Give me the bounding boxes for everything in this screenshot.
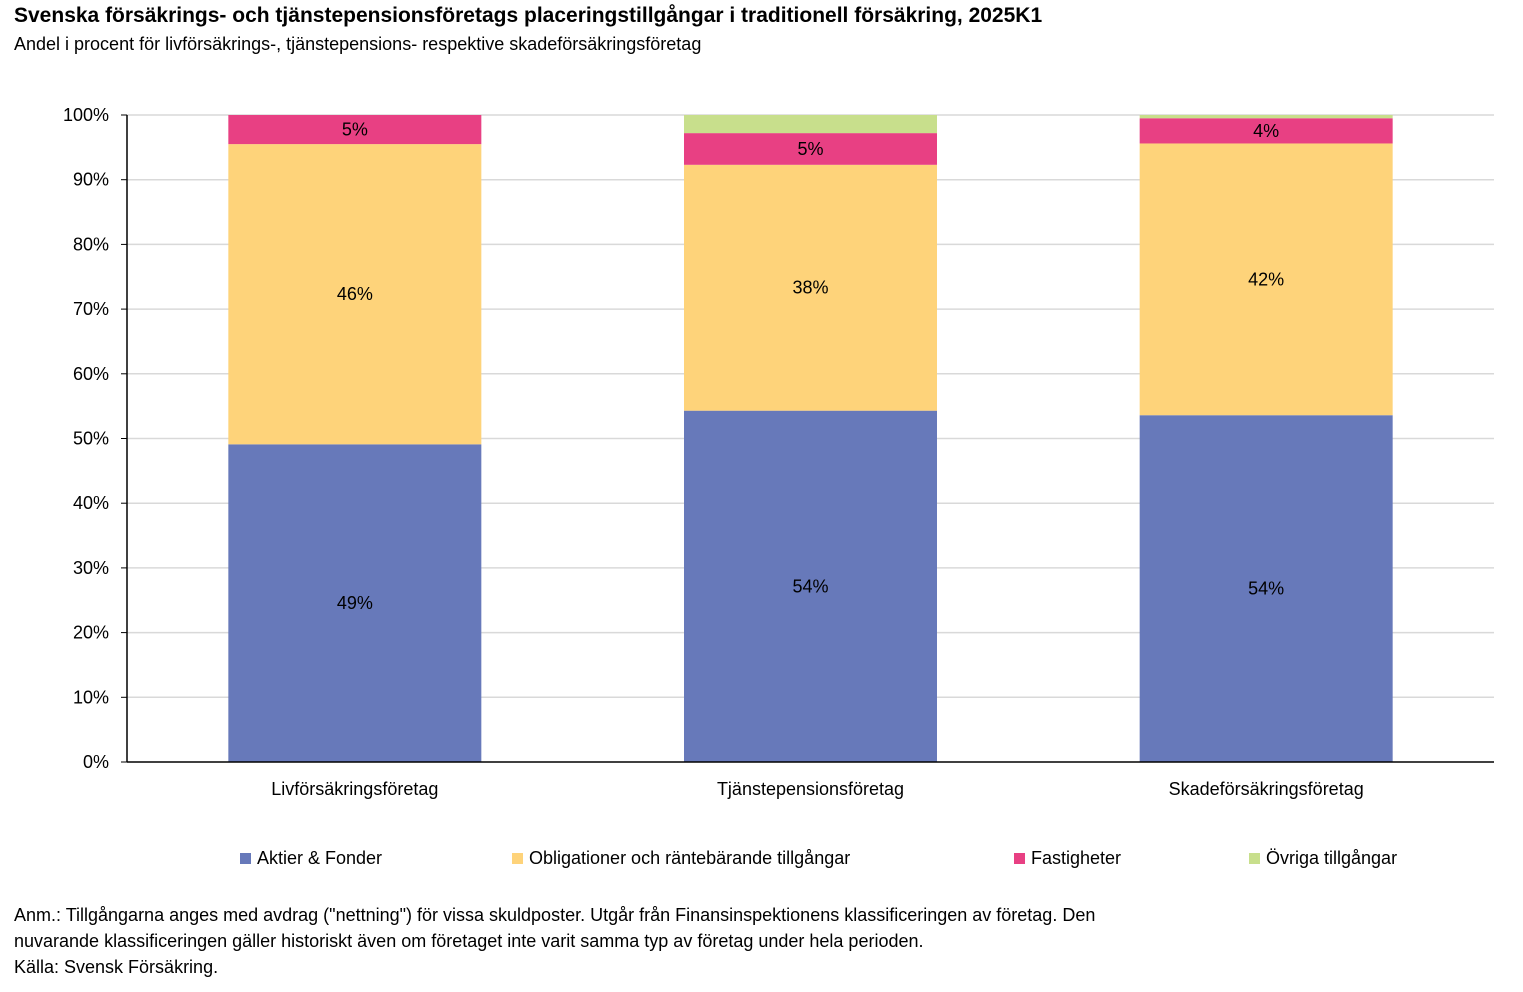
legend-item-aktier: Aktier & Fonder <box>240 848 382 869</box>
bar-segment <box>684 115 937 134</box>
legend-label: Fastigheter <box>1031 848 1122 868</box>
bar-segment <box>1139 415 1393 762</box>
x-tick-label: Skadeförsäkringsföretag <box>1169 779 1364 799</box>
legend-item-ovriga: Övriga tillgångar <box>1249 848 1397 869</box>
y-tick-label: 40% <box>73 493 109 513</box>
bar-segment <box>228 144 482 445</box>
data-label: 38% <box>792 278 828 298</box>
y-tick-label: 50% <box>73 429 109 449</box>
y-tick-label: 90% <box>73 170 109 190</box>
y-tick-label: 70% <box>73 299 109 319</box>
legend-swatch <box>1014 853 1025 864</box>
footnote-line-2: nuvarande klassificeringen gäller histor… <box>14 931 924 951</box>
chart-subtitle: Andel i procent för livförsäkrings-, tjä… <box>14 34 702 54</box>
x-tick-label: Livförsäkringsföretag <box>271 779 438 799</box>
legend-label: Aktier & Fonder <box>257 848 383 868</box>
y-tick-label: 0% <box>83 752 109 772</box>
y-tick-label: 20% <box>73 623 109 643</box>
y-tick-label: 100% <box>63 105 109 125</box>
chart-title: Svenska försäkrings- och tjänstepensions… <box>14 4 1043 27</box>
data-label: 4% <box>1253 121 1279 141</box>
data-label: 5% <box>342 120 368 140</box>
bar-segment <box>684 164 937 411</box>
source-note: Källa: Svensk Försäkring. <box>14 957 219 977</box>
bar-segment <box>1139 118 1393 144</box>
legend-label: Övriga tillgångar <box>1266 848 1398 868</box>
bar-segment <box>228 444 482 762</box>
legend-item-fastigheter: Fastigheter <box>1014 848 1121 869</box>
y-tick-label: 60% <box>73 364 109 384</box>
legend: Aktier & Fonder Obligationer och räntebä… <box>0 848 1523 878</box>
y-tick-label: 10% <box>73 687 109 707</box>
y-tick-label: 80% <box>73 234 109 254</box>
data-label: 5% <box>797 139 823 159</box>
y-tick-label: 30% <box>73 558 109 578</box>
bar-segment <box>1139 143 1393 416</box>
x-tick-label: Tjänstepensionsföretag <box>717 779 904 799</box>
bar-segment <box>1139 115 1393 119</box>
bar-segment <box>684 410 937 762</box>
legend-swatch <box>240 853 251 864</box>
footnote-line-1: Anm.: Tillgångarna anges med avdrag ("ne… <box>14 905 1096 925</box>
legend-swatch <box>1249 853 1260 864</box>
data-label: 42% <box>1248 269 1284 289</box>
data-label: 49% <box>337 593 373 613</box>
bar-segment <box>228 115 482 145</box>
bar-segment <box>684 133 937 165</box>
data-label: 54% <box>1248 579 1284 599</box>
legend-label: Obligationer och räntebärande tillgångar <box>529 848 851 868</box>
data-label: 54% <box>792 576 828 596</box>
legend-item-obligationer: Obligationer och räntebärande tillgångar <box>512 848 850 869</box>
data-label: 46% <box>337 284 373 304</box>
legend-swatch <box>512 853 523 864</box>
